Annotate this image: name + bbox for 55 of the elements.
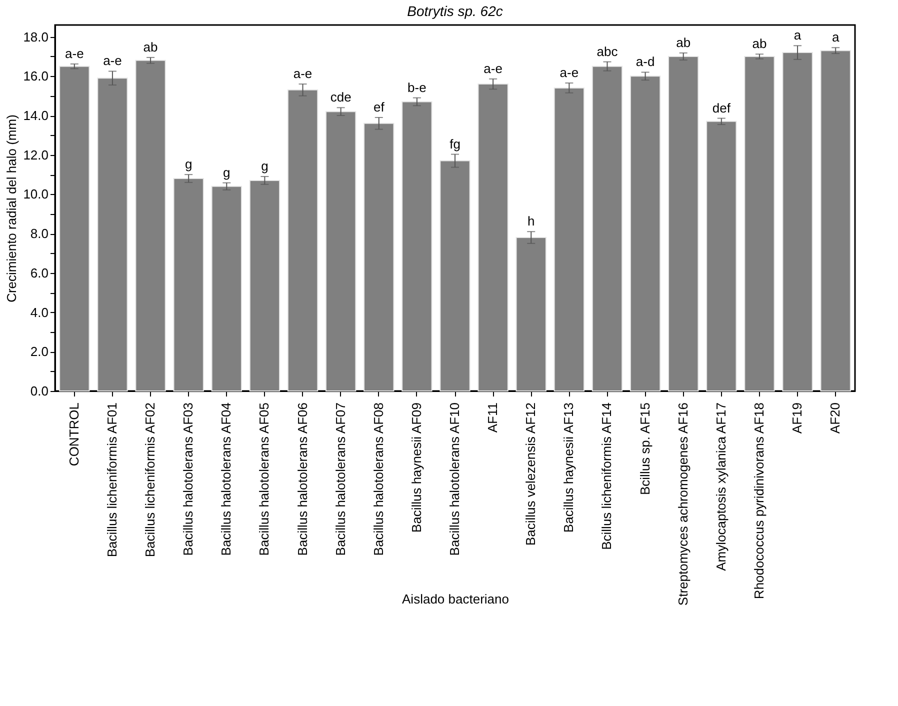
data-label: g [223,164,230,180]
x-tick-label: AF11 [485,402,500,433]
data-label: g [261,158,268,174]
data-label: a-e [65,46,84,61]
data-label: def [712,100,731,116]
data-label: ab [143,39,158,54]
x-tick-label: Bacillus halotolerans AF05 [256,402,272,556]
data-label: ef [373,99,385,114]
y-tick-label: 10.0 [23,186,48,202]
x-tick-label: Bacillus halotolerans AF10 [447,402,462,556]
x-tick-label: Bacillus haynesii AF09 [408,402,424,533]
x-tick-label: Amylocaptosis xylanica AF17 [713,402,728,571]
y-tick-label: 8.0 [30,226,48,242]
data-label: ab [676,34,691,50]
y-tick-label: 16.0 [23,68,48,84]
x-tick-label: AF19 [790,402,805,434]
y-tick-label: 2.0 [30,344,48,360]
data-label: b-e [408,80,426,95]
x-tick-label: Streptomyces achromogenes AF16 [675,402,690,606]
y-tick-label: 14.0 [23,108,48,124]
x-tick-label: Bacillus halotolerans AF04 [218,402,234,556]
x-tick-label: Bacillus halotolerans AF07 [332,402,348,556]
data-label: a [794,28,802,43]
data-label: a-e [560,65,579,80]
x-tick-label: Bacillus licheniformis AF02 [142,402,158,558]
x-tick-label: Bacillus halotolerans AF03 [180,402,196,556]
y-axis-title: Crecimiento radial del halo (mm) [4,114,20,302]
data-label: a-d [636,54,655,70]
x-tick-label: Bcillus sp. AF15 [637,402,652,495]
y-tick-label: 12.0 [23,147,48,162]
data-label: g [184,156,192,172]
chart-title: Botrytis sp. 62c [407,3,503,19]
x-axis-title: Aislado bacteriano [402,592,509,606]
data-label: a-e [484,60,502,76]
y-tick-label: 4.0 [30,304,48,320]
y-tick-label: 0.0 [30,384,48,398]
x-tick-label: AF20 [828,402,843,434]
data-label: cde [330,90,352,105]
y-tick-label: 18.0 [23,29,48,44]
x-tick-label: Bacillus halotolerans AF06 [294,402,310,556]
data-label: a-e [103,53,122,68]
data-label: ab [752,36,767,52]
x-tick-label: Rhodococcus pyridinivorans AF18 [751,402,766,600]
x-tick-label: Bacillus licheniformis AF01 [104,402,120,558]
x-tick-label: CONTROL [66,402,82,466]
data-label: a [832,30,840,45]
x-tick-label: Bcillus licheniformis AF14 [599,402,614,550]
x-tick-label: Bacillus halotolerans AF08 [370,402,386,556]
y-tick-label: 6.0 [30,265,48,280]
data-label: a-e [293,66,312,82]
x-tick-label: Bacillus haynesii AF13 [561,402,576,533]
data-label: fg [450,136,460,152]
data-label: h [528,214,535,229]
data-label: abc [596,44,618,59]
x-tick-label: Bacillus velezensis AF12 [523,402,538,546]
